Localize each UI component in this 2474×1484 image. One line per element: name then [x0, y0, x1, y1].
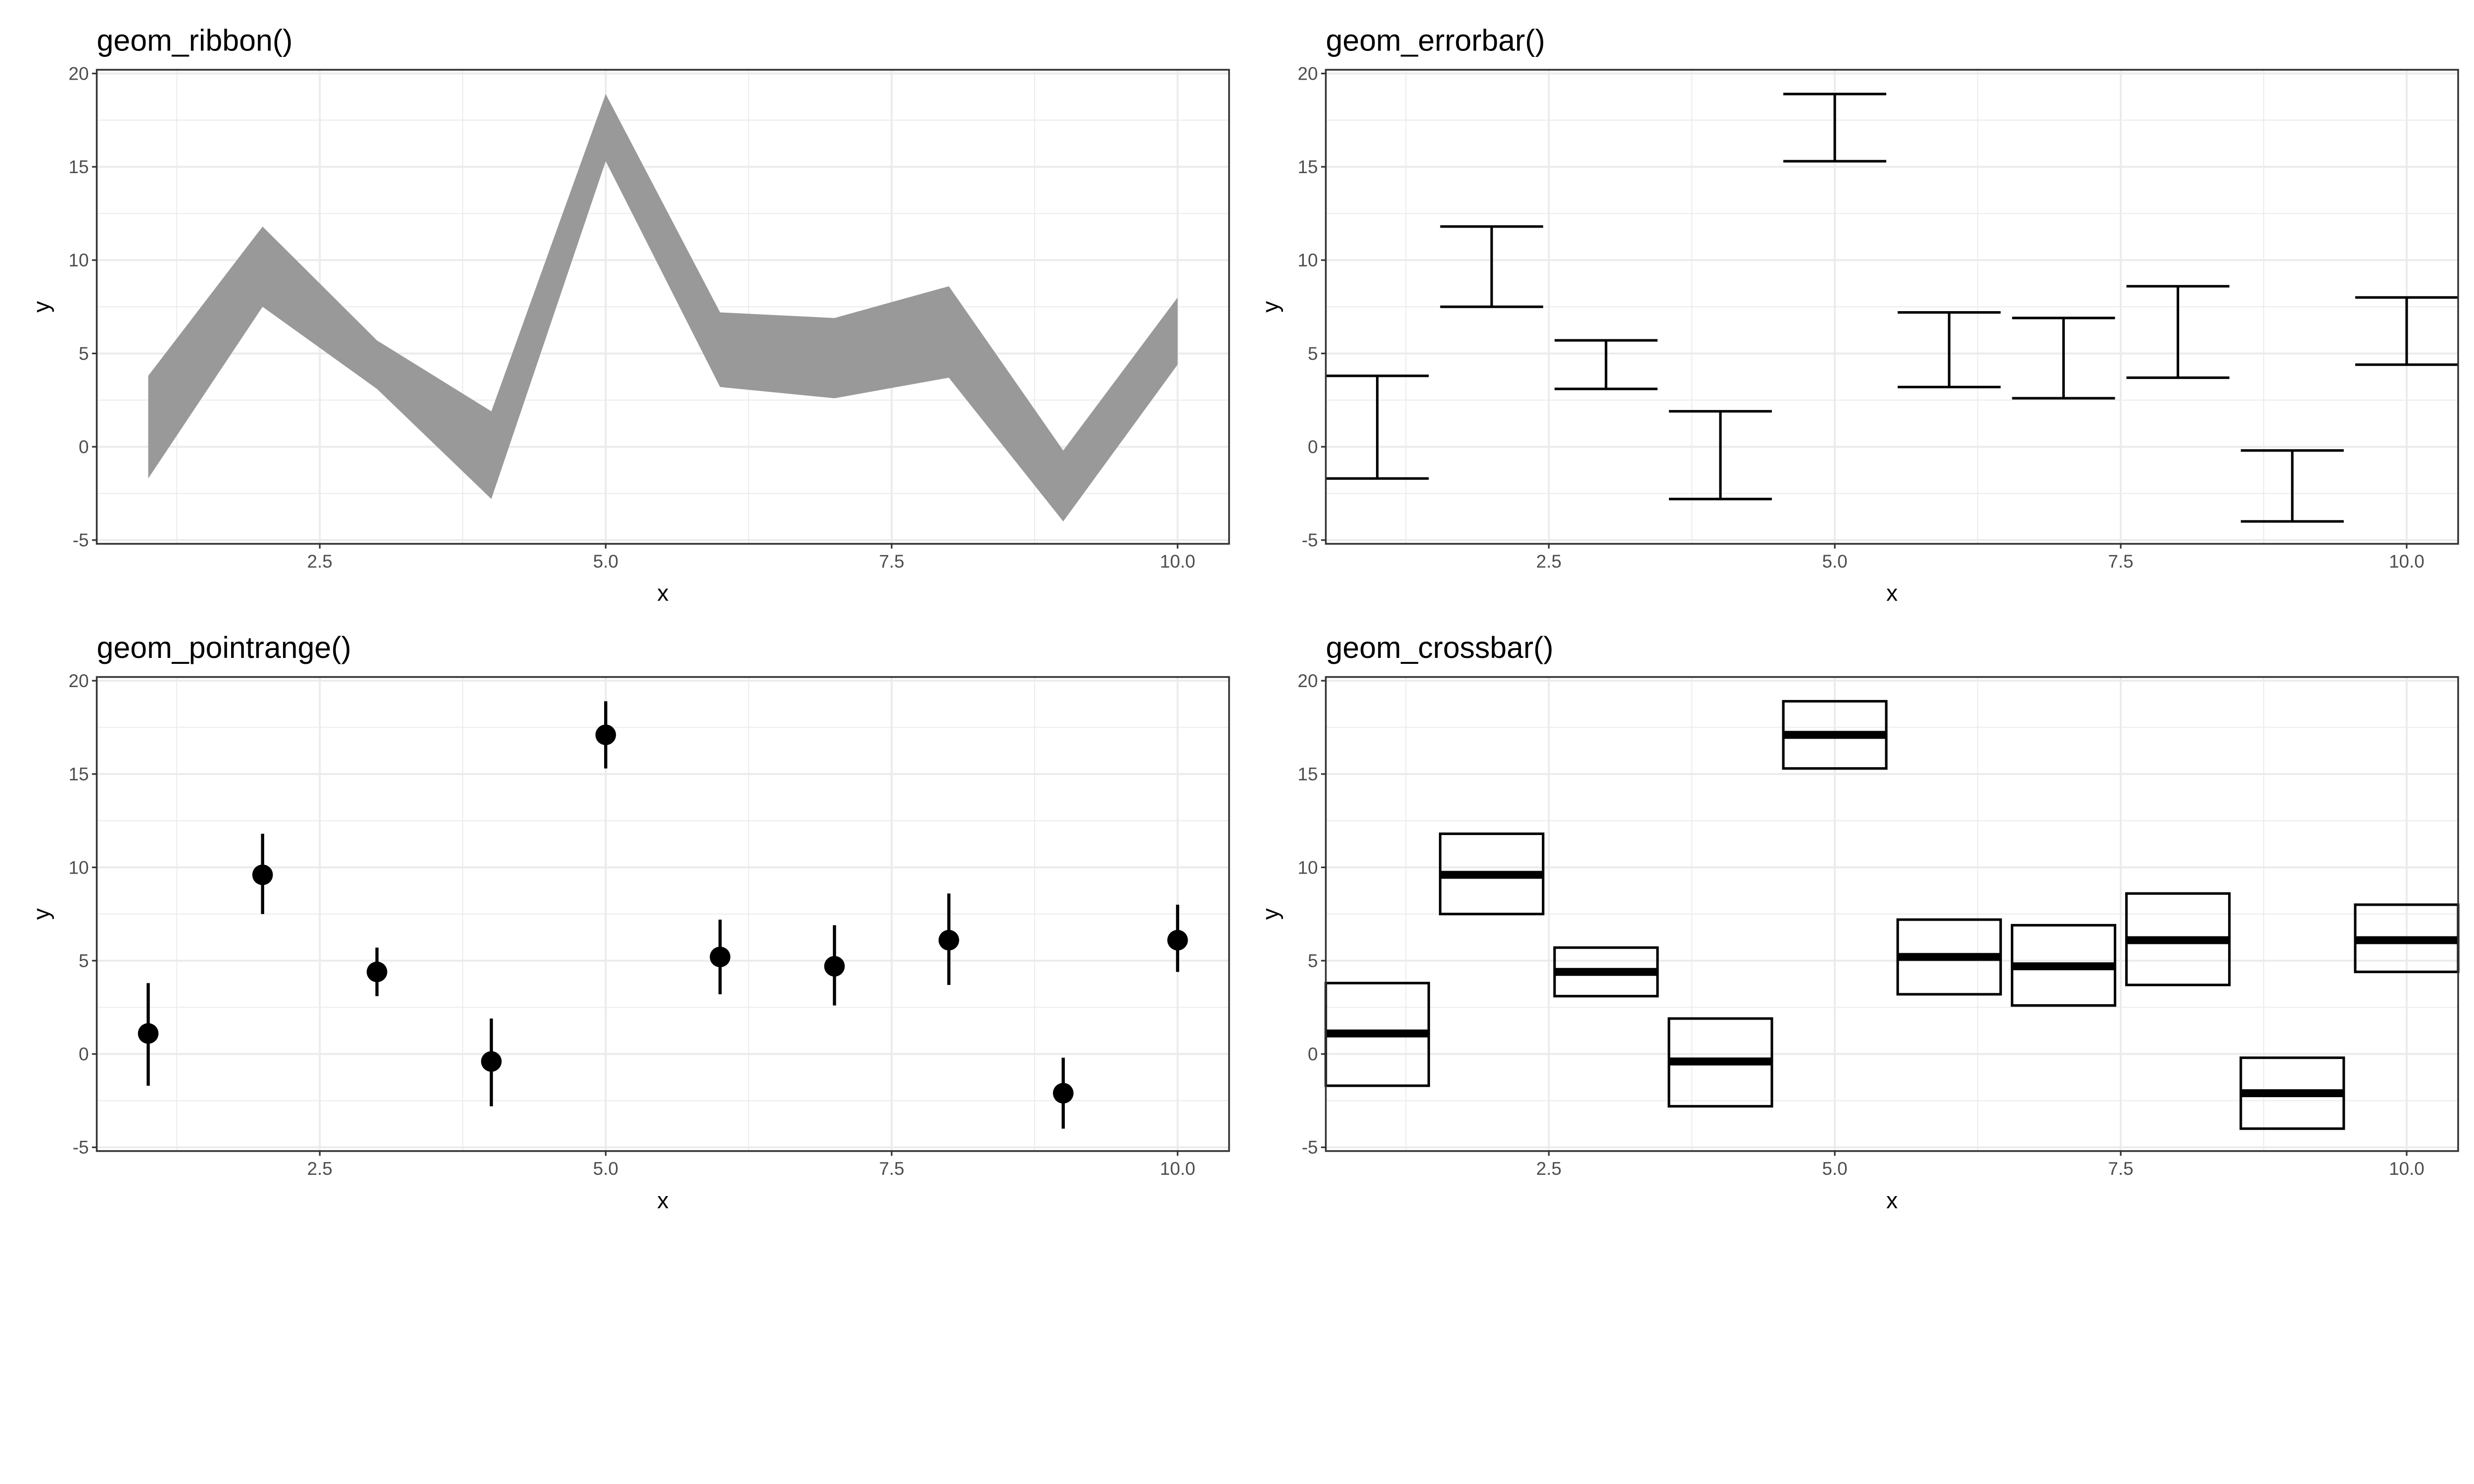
x-axis-label: x [657, 580, 668, 606]
y-tick-label: 5 [1308, 951, 1318, 971]
y-tick-label: 20 [69, 63, 89, 84]
pointrange-point [710, 946, 731, 968]
x-tick-label: 10.0 [1160, 1159, 1195, 1179]
y-tick-label: -5 [73, 1137, 89, 1158]
panel-border [1325, 69, 2459, 545]
y-axis-label: y [1257, 908, 1283, 920]
panel-border [1325, 676, 2459, 1152]
errorbar [2012, 317, 2115, 400]
y-tick-label: 0 [1308, 437, 1318, 457]
panel-title: geom_errorbar() [1326, 24, 1545, 57]
panel-pointrange: 2.5 5.0 7.5 10.0 -5 0 5 10 15 20 geom_pointrange()… [28, 631, 1230, 1213]
errorbar [1326, 374, 1429, 480]
y-tick-label: 5 [79, 343, 89, 364]
x-tick-label: 5.0 [593, 551, 618, 571]
errorbar [2126, 285, 2230, 379]
x-axis-label: x [657, 1187, 668, 1213]
pointrange-point [367, 961, 387, 982]
y-tick-label: 5 [1308, 343, 1318, 364]
panel-crossbar: 2.5 5.0 7.5 10.0 -5 0 5 10 15 20 geom_crossbar()x y [1257, 631, 2460, 1213]
y-tick-label: 0 [1308, 1044, 1318, 1065]
panel-border [95, 69, 1230, 545]
errorbar [1898, 311, 2001, 388]
y-tick-label: 20 [69, 671, 89, 691]
panel-ribbon: 2.5 5.0 7.5 10.0 -5 0 5 10 15 20 geom_ribbon()x y [28, 24, 1230, 606]
x-tick-label: 7.5 [879, 1159, 904, 1179]
y-tick-label: 15 [69, 764, 89, 785]
pointrange-point [824, 956, 845, 977]
pointrange-point [1167, 929, 1188, 951]
x-axis-label: x [1886, 580, 1898, 606]
y-axis-label: y [28, 301, 54, 313]
errorbar [1440, 225, 1543, 308]
panel-border [95, 676, 1230, 1152]
figure: 2.5 5.0 7.5 10.0-505101520geom_ribbon()xy2.… [28, 24, 2460, 1213]
y-tick-label: 15 [1297, 157, 1318, 177]
x-tick-label: 5.0 [593, 1159, 618, 1179]
panel-title: geom_crossbar() [1326, 631, 1553, 664]
pointrange-point [938, 929, 959, 951]
pointrange-point [138, 1023, 159, 1044]
y-tick-label: 0 [79, 1044, 89, 1065]
x-tick-label: 2.5 [307, 1159, 333, 1179]
x-tick-label: 2.5 [307, 551, 333, 571]
y-tick-label: 10 [1297, 857, 1318, 878]
y-tick-label: -5 [1302, 530, 1318, 551]
x-tick-label: 2.5 [1536, 1159, 1562, 1179]
errorbar [2355, 296, 2458, 366]
ribbon-area [148, 94, 1178, 522]
x-tick-label: 7.5 [2108, 551, 2133, 571]
pointrange-point [1052, 1083, 1074, 1104]
x-tick-label: 10.0 [2389, 1159, 2425, 1179]
x-tick-label: 5.0 [1822, 551, 1848, 571]
y-tick-label: 20 [1297, 671, 1318, 691]
panel-title: geom_ribbon() [97, 24, 293, 57]
x-tick-label: 10.0 [1160, 551, 1195, 571]
y-tick-label: 15 [69, 157, 89, 177]
y-tick-label: 15 [1297, 764, 1318, 785]
y-tick-label: 5 [79, 951, 89, 971]
x-tick-label: 5.0 [1822, 1159, 1848, 1179]
y-axis-label: y [28, 908, 54, 920]
pointrange-point [595, 724, 616, 745]
panel-errorbar: 2.5 5.0 7.5 10.0 -5 0 5 10 15 20 geom_errorbar()x y [1257, 24, 2459, 606]
y-tick-label: 10 [69, 250, 89, 271]
errorbar [1668, 410, 1772, 501]
y-tick-label: 10 [1297, 250, 1318, 271]
y-tick-label: 20 [1297, 63, 1318, 84]
x-tick-label: 7.5 [2108, 1159, 2133, 1179]
y-tick-label: -5 [1302, 1137, 1318, 1158]
x-axis-label: x [1886, 1187, 1898, 1213]
pointrange-point [481, 1051, 502, 1072]
y-tick-label: 0 [79, 437, 89, 457]
y-tick-label: 10 [69, 857, 89, 878]
pointrange-point [252, 864, 273, 885]
panel-title: geom_pointrange() [97, 631, 351, 664]
errorbar [1783, 93, 1887, 163]
x-tick-label: 2.5 [1536, 551, 1562, 571]
x-tick-label: 7.5 [879, 551, 904, 571]
errorbar [2240, 449, 2344, 523]
y-axis-label: y [1257, 301, 1283, 313]
errorbar [1554, 339, 1658, 390]
x-tick-label: 10.0 [2389, 551, 2425, 571]
y-tick-label: -5 [73, 530, 89, 551]
